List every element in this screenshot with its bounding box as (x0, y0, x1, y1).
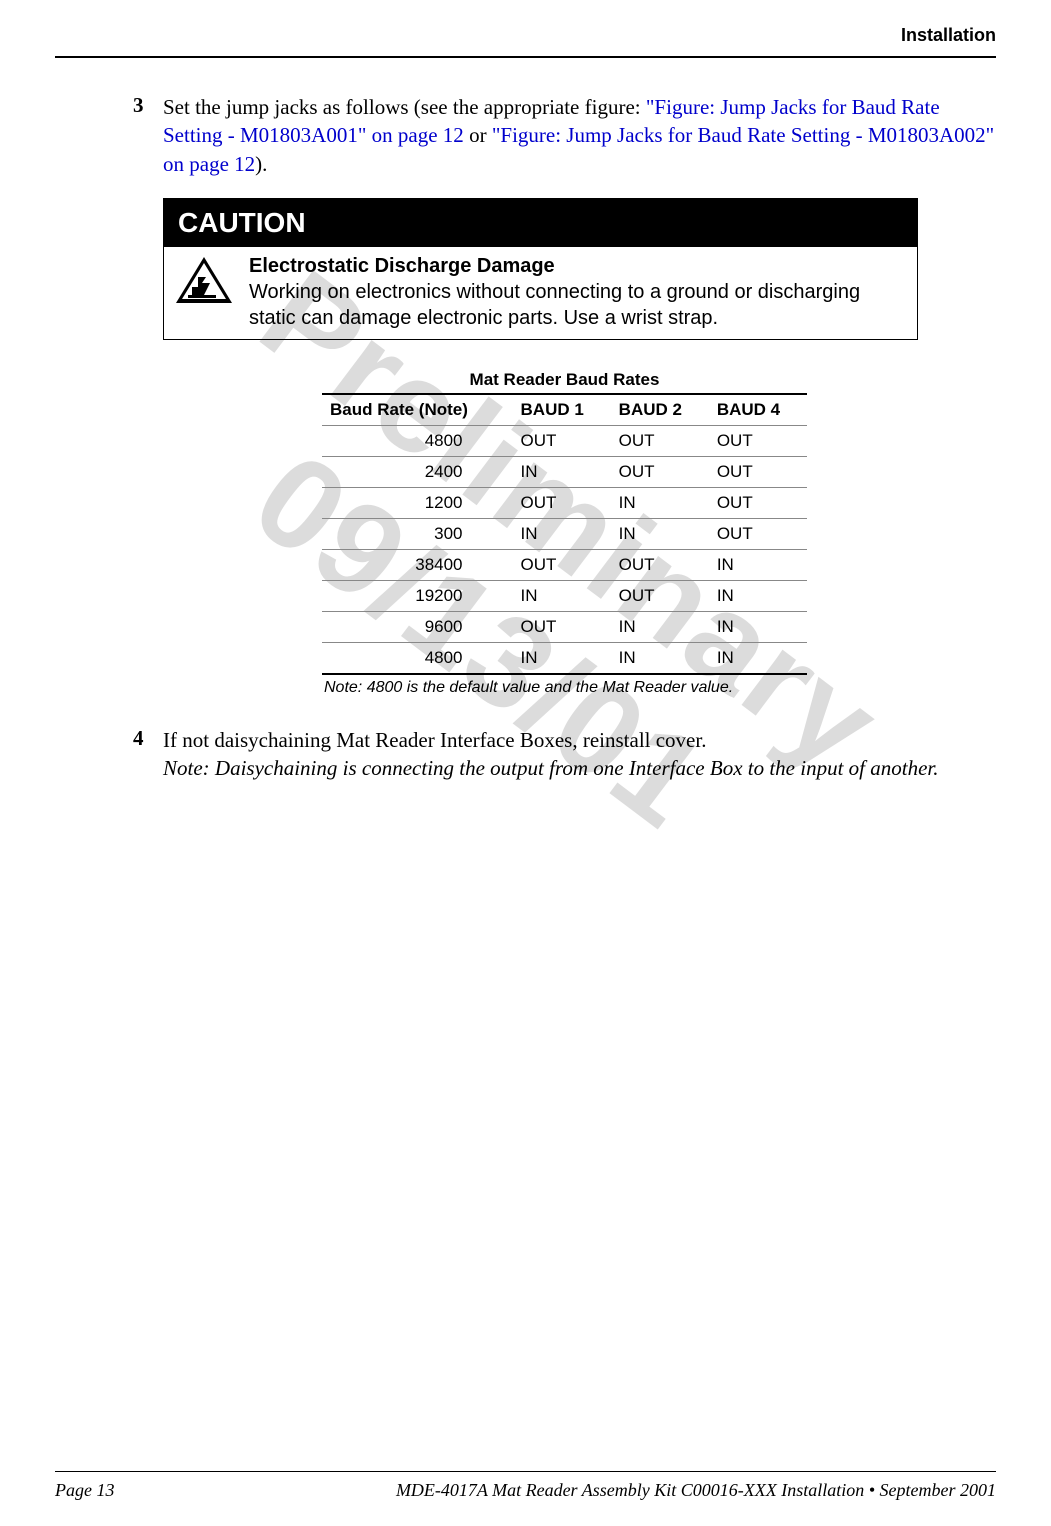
table-cell: OUT (709, 426, 807, 457)
section-title: Installation (55, 25, 996, 46)
table-cell: OUT (513, 426, 611, 457)
table-cell: OUT (513, 550, 611, 581)
table-header-row: Baud Rate (Note) BAUD 1 BAUD 2 BAUD 4 (322, 394, 807, 426)
step-4-note-label: Note: (163, 756, 210, 780)
table-cell: OUT (611, 550, 709, 581)
table-row: 4800 OUT OUT OUT (322, 426, 807, 457)
table-cell: OUT (611, 457, 709, 488)
table-cell: IN (611, 643, 709, 675)
table-cell: IN (513, 519, 611, 550)
step-4: 4 If not daisychaining Mat Reader Interf… (133, 726, 996, 783)
table-cell: 2400 (322, 457, 513, 488)
table-cell: IN (709, 581, 807, 612)
table-cell: OUT (709, 457, 807, 488)
step-4-number: 4 (133, 726, 163, 783)
table-row: 9600 OUT IN IN (322, 612, 807, 643)
table-row: 1200 OUT IN OUT (322, 488, 807, 519)
table-cell: OUT (513, 612, 611, 643)
step-4-note-body: Daisychaining is connecting the output f… (215, 756, 939, 780)
footer-rule (55, 1471, 996, 1472)
caution-body: Electrostatic Discharge Damage Working o… (164, 247, 917, 339)
table-row: 300 IN IN OUT (322, 519, 807, 550)
table-row: 4800 IN IN IN (322, 643, 807, 675)
caution-bold: Electrostatic Discharge Damage (249, 253, 907, 279)
footer-page: Page 13 (55, 1480, 114, 1501)
table-cell: OUT (611, 426, 709, 457)
table-cell: OUT (513, 488, 611, 519)
table-cell: IN (513, 581, 611, 612)
step-4-text: If not daisychaining Mat Reader Interfac… (163, 726, 939, 783)
table-cell: OUT (611, 581, 709, 612)
step-4-main: If not daisychaining Mat Reader Interfac… (163, 726, 939, 754)
table-cell: IN (513, 643, 611, 675)
step-3-text: Set the jump jacks as follows (see the a… (163, 93, 996, 178)
table-cell: IN (611, 612, 709, 643)
table-cell: 19200 (322, 581, 513, 612)
content-area: 3 Set the jump jacks as follows (see the… (133, 93, 996, 783)
table-col-baud1: BAUD 1 (513, 394, 611, 426)
caution-body-text: Working on electronics without connectin… (249, 279, 907, 331)
baud-table-wrap: Mat Reader Baud Rates Baud Rate (Note) B… (133, 370, 996, 701)
step-3-text-after: ). (255, 152, 267, 176)
table-cell: 300 (322, 519, 513, 550)
step-3-number: 3 (133, 93, 163, 178)
step-4-note: Note: Daisychaining is connecting the ou… (163, 754, 939, 782)
footer-row: Page 13 MDE-4017A Mat Reader Assembly Ki… (55, 1480, 996, 1501)
step-3-text-mid: or (464, 123, 492, 147)
baud-table-container: Mat Reader Baud Rates Baud Rate (Note) B… (322, 370, 807, 701)
page-footer: Page 13 MDE-4017A Mat Reader Assembly Ki… (55, 1471, 996, 1501)
table-cell: IN (611, 488, 709, 519)
table-cell: 4800 (322, 643, 513, 675)
table-col-rate: Baud Rate (Note) (322, 394, 513, 426)
table-cell: 1200 (322, 488, 513, 519)
table-cell: IN (513, 457, 611, 488)
table-body: 4800 OUT OUT OUT 2400 IN OUT OUT 120 (322, 426, 807, 675)
baud-rate-table: Baud Rate (Note) BAUD 1 BAUD 2 BAUD 4 48… (322, 393, 807, 675)
table-cell: 9600 (322, 612, 513, 643)
table-col-baud2: BAUD 2 (611, 394, 709, 426)
step-3-text-before: Set the jump jacks as follows (see the a… (163, 95, 646, 119)
table-row: 19200 IN OUT IN (322, 581, 807, 612)
baud-table-note: Note: 4800 is the default value and the … (322, 675, 807, 701)
table-row: 38400 OUT OUT IN (322, 550, 807, 581)
caution-title: CAUTION (164, 199, 917, 247)
esd-warning-icon (174, 255, 234, 310)
table-cell: 38400 (322, 550, 513, 581)
table-cell: IN (709, 550, 807, 581)
caution-text: Electrostatic Discharge Damage Working o… (249, 253, 907, 331)
table-cell: OUT (709, 488, 807, 519)
table-cell: IN (709, 643, 807, 675)
footer-doc: MDE-4017A Mat Reader Assembly Kit C00016… (396, 1480, 996, 1501)
step-3: 3 Set the jump jacks as follows (see the… (133, 93, 996, 178)
section-header: Installation (55, 25, 996, 58)
table-cell: 4800 (322, 426, 513, 457)
table-cell: IN (709, 612, 807, 643)
baud-table-title: Mat Reader Baud Rates (322, 370, 807, 390)
table-cell: OUT (709, 519, 807, 550)
caution-box: CAUTION Electrostatic Discharge Damage W… (163, 198, 918, 340)
table-cell: IN (611, 519, 709, 550)
table-row: 2400 IN OUT OUT (322, 457, 807, 488)
header-rule (55, 56, 996, 58)
table-col-baud4: BAUD 4 (709, 394, 807, 426)
